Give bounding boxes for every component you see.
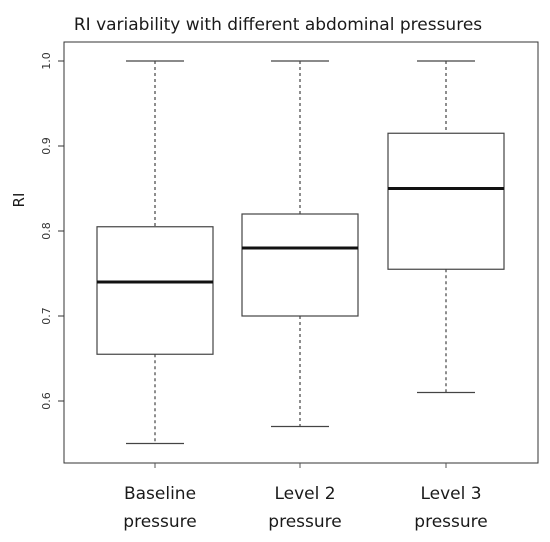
iqr-box [241,213,359,317]
chart-title: RI variability with different abdominal … [74,15,482,35]
chart-marks: 0.6 0.7 0.8 0.9 1.0 Baseline pressure Level 2 pr… [40,52,505,532]
iqr-box [387,132,505,270]
x-category-label: Level 2 [274,484,335,504]
y-tick-label: 0.8 [40,222,53,240]
y-tick-label: 1.0 [40,52,53,70]
y-axis-label: RI [10,193,28,208]
x-category-label: pressure [123,512,196,532]
y-tick-label: 0.9 [40,137,53,155]
y-tick-label: 0.7 [40,307,53,325]
y-tick-label: 0.6 [40,392,53,410]
x-category-label: Baseline [124,484,196,504]
iqr-box [96,226,214,355]
x-category-label: Level 3 [420,484,481,504]
x-category-label: pressure [414,512,487,532]
x-category-label: pressure [268,512,341,532]
plot-frame [63,41,539,464]
